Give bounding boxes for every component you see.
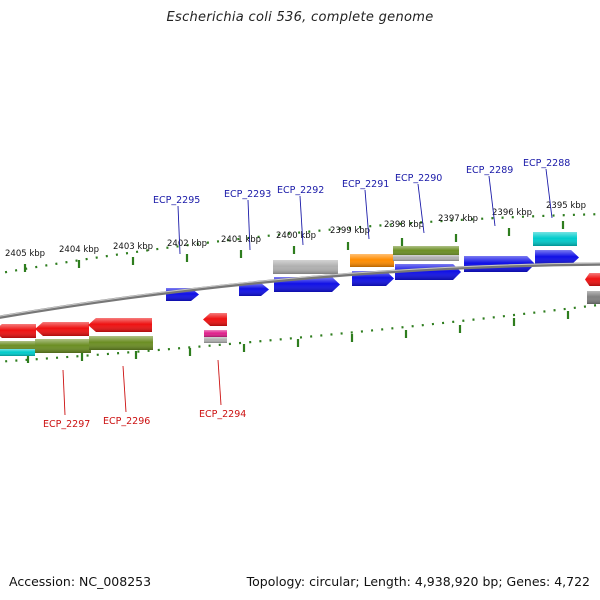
gene-label-forward: ECP_2295 (153, 195, 200, 206)
scale-label: 2399 kbp (330, 226, 370, 236)
gene-label-forward: ECP_2289 (466, 165, 513, 176)
feature-shading (273, 260, 338, 274)
feature-shading (204, 330, 227, 337)
map-title: Escherichia coli 536, complete genome (166, 10, 434, 25)
scale-labels: 2405 kbp 2404 kbp 2403 kbp 2402 kbp 2401 kbp… (5, 201, 586, 259)
feature-shading (350, 254, 394, 267)
scale-label: 2395 kbp (546, 201, 586, 211)
major-ticks (23, 221, 570, 363)
callout-line (122, 365, 127, 413)
genome-backbone (0, 262, 600, 319)
feature-shading (393, 246, 459, 256)
gene-label-forward: ECP_2290 (395, 173, 442, 184)
callout-line (62, 369, 66, 416)
gene-label-forward: ECP_2288 (523, 158, 570, 169)
callout-line (247, 199, 251, 251)
gene-label-forward: ECP_2291 (342, 179, 389, 190)
gene-label-reverse: ECP_2296 (103, 416, 150, 427)
feature-shading (587, 291, 600, 304)
gene-label-reverse: ECP_2297 (43, 419, 90, 430)
feature-shading (204, 337, 227, 343)
genome-summary-text: Topology: circular; Length: 4,938,920 bp… (246, 574, 590, 589)
scale-label: 2397 kbp (438, 214, 478, 224)
feature-shading (393, 255, 459, 261)
feature-shading (585, 273, 600, 286)
gene-label-forward: ECP_2292 (277, 185, 324, 196)
callout-line (488, 175, 496, 227)
gene-label-forward: ECP_2293 (224, 189, 271, 200)
feature-shading (0, 349, 35, 356)
feature-shading (35, 339, 91, 353)
feature-shading (0, 324, 36, 338)
callout-line (299, 195, 304, 246)
feature-shading (0, 341, 35, 351)
scale-label: 2398 kbp (384, 220, 424, 230)
scale-label: 2402 kbp (167, 239, 207, 249)
callout-line (417, 183, 425, 234)
callout-line (217, 359, 222, 406)
feature-shading (239, 283, 269, 296)
gene-callouts: ECP_2295 ECP_2293 ECP_2292 ECP_2291 ECP_2290… (43, 158, 570, 430)
feature-tracks (0, 232, 600, 356)
gene-label-reverse: ECP_2294 (199, 409, 246, 420)
scale-label: 2405 kbp (5, 249, 45, 259)
callout-line (364, 189, 370, 240)
scale-label: 2404 kbp (59, 245, 99, 255)
scale-label: 2400 kbp (276, 231, 316, 241)
accession-text: Accession: NC_008253 (9, 574, 152, 589)
inner-tick-ring (0, 303, 600, 363)
feature-shading (88, 318, 152, 332)
callout-line (545, 168, 553, 219)
scale-label: 2401 kbp (221, 235, 261, 245)
feature-shading (533, 232, 577, 246)
feature-shading (89, 336, 153, 350)
callout-line (177, 205, 181, 255)
feature-shading (535, 250, 579, 265)
genome-backbone-highlight (0, 262, 600, 317)
feature-shading (203, 313, 227, 326)
scale-label: 2396 kbp (492, 208, 532, 218)
feature-shading (35, 322, 89, 336)
scale-label: 2403 kbp (113, 242, 153, 252)
